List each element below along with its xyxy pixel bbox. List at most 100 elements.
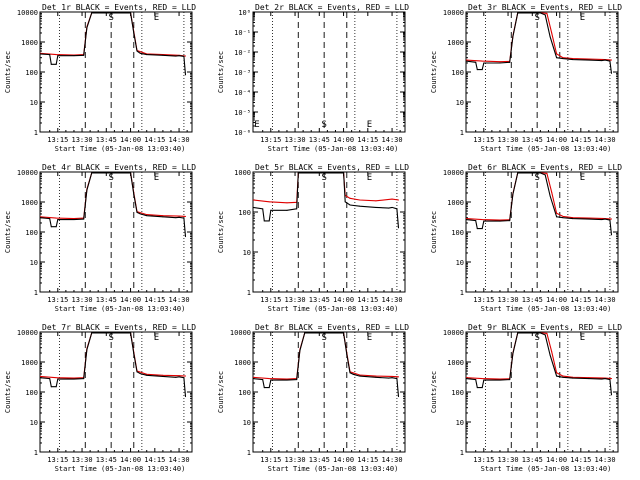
data-point-events [359, 205, 361, 207]
x-tick-label: 13:45 [522, 136, 543, 144]
data-point-events [499, 220, 501, 222]
data-point-events [304, 332, 306, 334]
y-tick-label: 100 [25, 69, 38, 77]
data-point-events [183, 55, 185, 57]
y-tick-label: 10 [456, 259, 464, 267]
x-axis-label: Start Time (05-Jan-08 13:03:40) [55, 465, 186, 473]
x-tick-label: 14:00 [546, 456, 567, 464]
data-point-events [97, 12, 99, 14]
data-point-events [55, 226, 57, 228]
x-tick-label: 13:45 [522, 296, 543, 304]
x-tick-label: 14:15 [144, 296, 165, 304]
marker-E: E [154, 173, 159, 183]
data-point-lld [268, 378, 270, 380]
data-point-lld [572, 58, 574, 60]
y-axis-label: Counts/sec [4, 211, 12, 253]
data-point-events [556, 57, 558, 59]
marker-E-left: E [254, 120, 259, 130]
data-point-lld [572, 376, 574, 378]
data-point-events [334, 332, 336, 334]
data-point-events [286, 379, 288, 381]
plot-frame [39, 331, 193, 453]
y-tick-label: 10 [456, 419, 464, 427]
data-point-events [97, 332, 99, 334]
y-tick-label: 10⁻⁶ [234, 129, 251, 137]
data-point-events [310, 332, 312, 334]
data-point-events [268, 220, 270, 222]
data-point-events [539, 332, 541, 334]
panel-title: Det 9r BLACK = Events, RED = LLD [468, 323, 622, 332]
data-point-events [121, 332, 123, 334]
data-point-events [83, 378, 85, 380]
data-point-lld [562, 375, 564, 377]
data-point-events [398, 227, 400, 229]
data-point-lld [55, 217, 57, 219]
data-point-events [296, 208, 298, 210]
y-tick-label: 10⁻¹ [234, 29, 251, 37]
data-point-lld [253, 376, 254, 378]
data-point-events [556, 375, 558, 377]
marker-E: E [367, 333, 372, 343]
data-point-events [175, 217, 177, 219]
x-tick-label: 14:30 [382, 296, 403, 304]
data-point-events [344, 201, 346, 203]
data-point-events [572, 218, 574, 220]
data-point-lld [375, 375, 377, 377]
x-tick-label: 14:15 [357, 296, 378, 304]
data-point-events [268, 387, 270, 389]
x-tick-label: 13:45 [96, 136, 117, 144]
data-point-events [475, 379, 477, 381]
data-point-events [539, 172, 541, 174]
series-line-events [466, 332, 613, 395]
data-point-events [604, 59, 606, 61]
marker-S: S [534, 13, 539, 23]
y-tick-label: 10000 [17, 329, 38, 337]
y-tick-label: 10000 [17, 9, 38, 17]
marker-S: S [534, 173, 539, 183]
x-tick-label: 13:45 [96, 296, 117, 304]
y-tick-label: 10000 [443, 9, 464, 17]
data-point-events [253, 206, 254, 208]
panel-det-3: Det 3r BLACK = Events, RED = LLD 13:15 13:… [430, 3, 622, 153]
data-point-events [588, 378, 590, 380]
x-tick-label: 13:45 [309, 136, 330, 144]
x-tick-label: 14:00 [120, 456, 141, 464]
y-tick-label: 10⁰ [238, 9, 251, 17]
data-point-lld [253, 199, 254, 201]
x-tick-label: 14:00 [120, 296, 141, 304]
data-point-events [611, 72, 613, 74]
series-line-events [253, 172, 400, 228]
y-axis-label: Counts/sec [217, 371, 225, 413]
x-tick-label: 13:15 [473, 296, 494, 304]
data-point-events [50, 226, 52, 228]
plot-frame [465, 331, 619, 453]
data-point-events [588, 59, 590, 61]
data-point-events [476, 387, 478, 389]
y-tick-label: 10 [243, 419, 251, 427]
data-point-lld [466, 59, 467, 61]
data-point-events [146, 215, 148, 217]
data-point-events [263, 387, 265, 389]
series-line-events [40, 332, 187, 397]
data-point-events [601, 219, 603, 221]
x-tick-label: 14:15 [570, 136, 591, 144]
x-tick-label: 14:00 [546, 136, 567, 144]
data-point-events [509, 379, 511, 381]
data-point-events [55, 386, 57, 388]
data-point-lld [73, 377, 75, 379]
data-point-events [185, 74, 187, 76]
y-tick-label: 10 [30, 259, 38, 267]
data-point-events [130, 332, 132, 334]
data-point-lld [55, 377, 57, 379]
data-point-lld [55, 54, 57, 56]
x-tick-label: 14:30 [169, 296, 190, 304]
y-axis-label: Counts/sec [430, 51, 438, 93]
x-tick-label: 14:00 [546, 296, 567, 304]
data-point-events [481, 69, 483, 71]
data-point-events [97, 172, 99, 174]
data-point-events [178, 55, 180, 57]
x-axis-label: Start Time (05-Jan-08 13:03:40) [481, 305, 612, 313]
data-point-events [139, 213, 141, 215]
data-point-lld [546, 332, 548, 334]
